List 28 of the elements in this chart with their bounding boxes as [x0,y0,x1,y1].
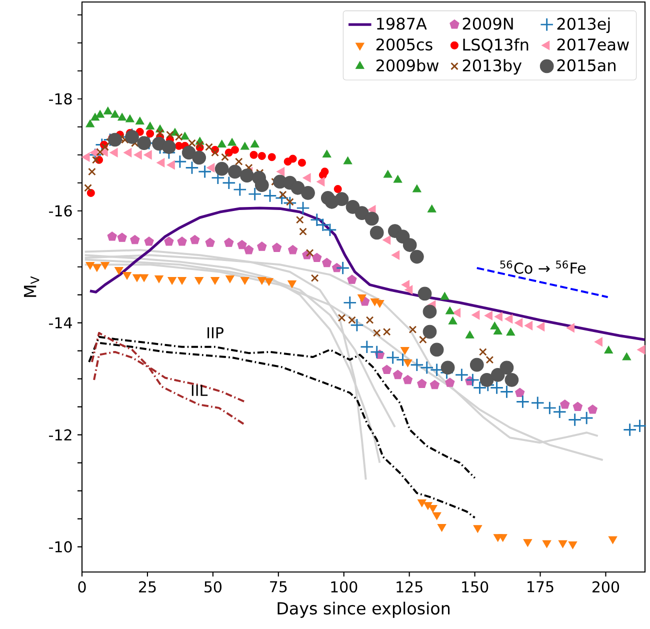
x-tick-label: 150 [462,581,488,593]
legend-label: LSQ13fn [463,38,528,53]
x-tick-label: 175 [528,581,554,592]
legend-label: 2017eaw [557,38,629,51]
x-tick-label: 25 [139,581,156,593]
x-tick-label: 125 [396,581,422,593]
x-tick-label: 75 [270,581,287,592]
legend-label: 2013by [462,59,522,75]
annotation: $^{56}$Co → $^{56}$Fe [500,260,586,274]
y-tick-label: -10 [49,541,72,552]
legend-label: 2013ej [557,17,610,33]
y-tick-label: -12 [49,429,72,440]
x-tick-label: 50 [204,581,222,593]
legend-label: 1987A [377,18,427,30]
y-tick-label: -14 [49,317,72,328]
x-axis-title: Days since explosion [278,602,450,618]
legend-label: 2009N [462,18,513,30]
annotation: IIL [192,384,208,396]
legend-label: 2015an [557,59,616,72]
y-tick-label: -18 [49,93,72,105]
x-tick-label: 100 [331,581,358,593]
annotation: IIP [208,327,224,338]
y-tick-label: -16 [49,205,72,217]
legend-label: 2009bw [376,59,439,72]
legend-label: 2005cs [376,38,432,51]
x-tick-label: 0 [78,581,86,593]
y-axis-title: M$_{V}$ [24,276,40,297]
x-tick-label: 200 [592,581,620,593]
